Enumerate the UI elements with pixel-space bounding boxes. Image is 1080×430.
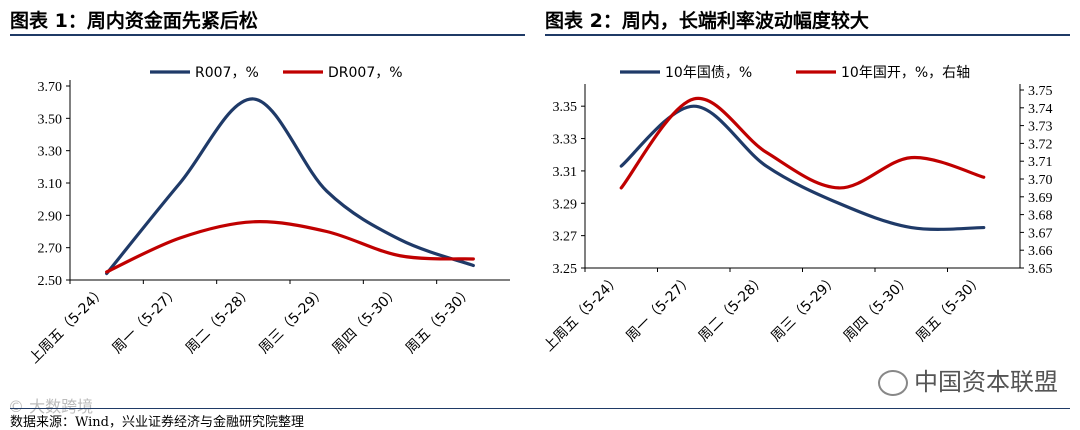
chart1-series-1-line [105,97,475,276]
chart2-y-tick-label: 3.31 [553,165,578,180]
chart2-y-tick-label-right: 3.67 [1028,226,1053,241]
chart2-y-tick-label-right: 3.66 [1028,244,1053,259]
chart2-title-rule [545,34,1070,36]
chart2-y-tick-label-right: 3.68 [1028,209,1053,224]
chart2-y-tick-label-right: 3.71 [1028,155,1053,170]
watermark-left: © 大数跨境 [8,397,94,416]
chart2-y-tick-label: 3.33 [553,133,578,148]
chart2-x-tick-label: 周一（5-27） [623,272,696,345]
chart1-x-tick-label: 周二（5-28） [183,284,256,357]
chart2-title: 图表 2：周内，长端利率波动幅度较大 [545,10,869,32]
chart1-y-tick-label: 3.70 [38,80,63,95]
chart1-x-tick-label: 上周五（5-24） [26,284,109,367]
chart1-x-tick-label: 周三（5-29） [256,284,329,357]
chart2-x-tick-label: 上周五（5-24） [541,272,624,355]
chart1-x-tick-label: 周四（5-30） [329,284,402,357]
chart2-y-tick-label: 3.25 [553,262,578,277]
chart2-y-tick-label: 3.27 [553,230,578,245]
chart2-y-tick-label-right: 3.65 [1028,262,1053,277]
chart2-legend-label-2: 10年国开，%，右轴 [841,65,970,81]
chart2-y-tick-label-right: 3.72 [1028,137,1053,152]
chart2-series-1-line [619,104,986,231]
chart2-x-tick-label: 周三（5-29） [768,272,841,345]
chart1-y-tick-label: 2.50 [38,274,63,289]
wechat-icon [878,370,908,396]
chart1-y-tick-label: 2.70 [38,242,63,257]
watermark-right: 中国资本联盟 [878,362,1058,397]
chart2-x-tick-label: 周五（5-30） [913,272,986,345]
footer-rule [10,408,1070,409]
chart1-legend-label-1: R007，% [195,65,259,81]
chart2-x-tick-label: 周二（5-28） [696,272,769,345]
chart2-y-tick-label: 3.29 [553,197,578,212]
chart1-title-rule [10,34,525,36]
chart2-legend-label-1: 10年国债，% [665,65,752,81]
chart2-series-2-line [619,96,986,190]
chart1-series-2-line [105,220,475,274]
chart2-y-tick-label-right: 3.73 [1028,120,1053,135]
chart2-y-tick-label-right: 3.74 [1028,102,1053,117]
chart1-legend-label-2: DR007，% [328,65,403,81]
watermark-right-text: 中国资本联盟 [914,368,1058,396]
chart1-y-tick-label: 2.90 [38,209,63,224]
chart1-title: 图表 1：周内资金面先紧后松 [10,10,258,32]
chart2-y-tick-label-right: 3.75 [1028,84,1053,99]
chart1-y-tick-label: 3.10 [38,177,63,192]
chart2-y-tick-label-right: 3.70 [1028,173,1053,188]
chart1-y-tick-label: 3.50 [38,112,63,127]
chart2-y-tick-label-right: 3.69 [1028,191,1053,206]
chart1-x-tick-label: 周五（5-30） [403,284,476,357]
chart2-y-tick-label: 3.35 [553,100,578,115]
source-note: 数据来源：Wind，兴业证券经济与金融研究院整理 [10,415,304,430]
chart1-x-tick-label: 周一（5-27） [109,284,182,357]
chart1-y-tick-label: 3.30 [38,145,63,160]
chart2-x-tick-label: 周四（5-30） [841,272,914,345]
